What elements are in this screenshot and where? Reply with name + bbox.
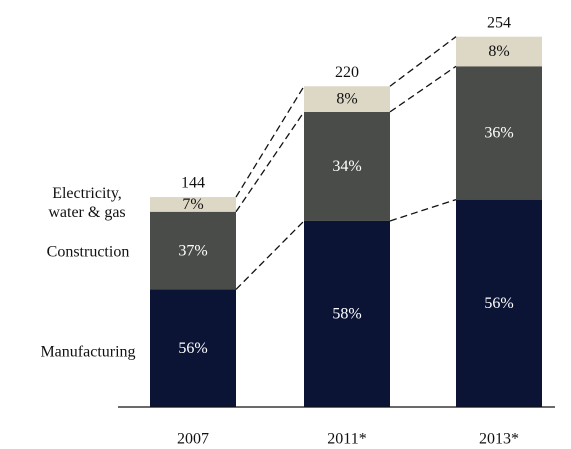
connector bbox=[389, 65, 457, 113]
bar-segment bbox=[304, 111, 390, 221]
bar-segment bbox=[456, 199, 542, 407]
bar-segment bbox=[150, 197, 236, 212]
x-tick-label: 2013* bbox=[479, 431, 519, 448]
bar-segment bbox=[150, 211, 236, 290]
bar-segment bbox=[150, 289, 236, 407]
series-label: Construction bbox=[46, 243, 130, 261]
bar-segment bbox=[304, 220, 390, 407]
segment-label: 36% bbox=[484, 125, 513, 142]
segment-label: 56% bbox=[484, 295, 513, 312]
segment-label: 8% bbox=[488, 43, 509, 60]
segment-label: 8% bbox=[336, 91, 357, 108]
segment-label: 56% bbox=[178, 340, 207, 357]
segment-label: 37% bbox=[178, 242, 207, 259]
segment-label: 34% bbox=[332, 158, 361, 175]
bar-segment bbox=[456, 36, 542, 67]
x-tick-label: 2011* bbox=[327, 431, 366, 448]
bar-segment bbox=[456, 66, 542, 200]
series-label: Electricity, water & gas bbox=[48, 185, 126, 221]
total-label: 144 bbox=[181, 175, 205, 192]
segment-label: 58% bbox=[332, 306, 361, 323]
segment-label: 7% bbox=[182, 196, 203, 213]
bar-segment bbox=[304, 86, 390, 112]
total-label: 220 bbox=[335, 64, 359, 81]
total-label: 254 bbox=[487, 14, 511, 31]
connector bbox=[389, 36, 457, 87]
connector bbox=[235, 85, 305, 198]
connector bbox=[235, 111, 305, 213]
connector bbox=[389, 198, 457, 222]
connector bbox=[235, 220, 305, 290]
series-label: Manufacturing bbox=[40, 343, 136, 361]
x-tick-label: 2007 bbox=[177, 431, 209, 448]
